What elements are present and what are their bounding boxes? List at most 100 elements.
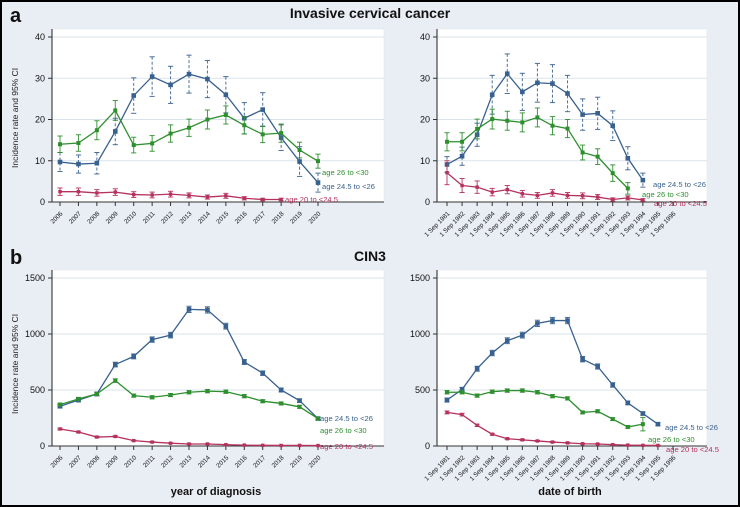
data-point [58,402,62,407]
data-point [505,437,509,441]
data-point [76,161,81,167]
data-point [625,400,631,406]
data-point [113,190,117,194]
data-point [565,318,570,323]
data-point [113,434,117,439]
plot-area [436,28,708,203]
data-point [626,443,630,447]
data-point [297,404,302,409]
x-tick-label: 2018 [271,210,286,225]
data-point [168,192,173,196]
data-point [550,394,555,399]
data-point [610,123,616,128]
data-point [595,364,600,369]
y-axis: 0 500 1000 1500 [25,270,53,451]
data-point [168,82,173,88]
data-point [149,74,155,79]
data-point [95,191,99,195]
data-point [595,111,600,116]
data-point [187,193,191,198]
legend-label-age-26-to-30: age 26 to <30 [642,190,689,199]
data-point [475,393,480,398]
data-point [261,443,265,448]
data-point [113,378,118,383]
data-point [187,442,191,446]
series-age-20-to-24.5 [57,427,321,448]
x-tick-label: 2019 [289,210,304,225]
data-point [205,389,210,394]
data-point [641,443,645,448]
data-point [242,394,247,399]
data-point [224,442,228,447]
data-point [610,382,616,388]
data-point [94,128,99,133]
data-point [489,350,495,356]
x-tick-label: 2013 [178,210,193,225]
data-point [475,185,479,189]
data-point [261,197,265,202]
data-point [640,422,645,427]
data-point [260,107,266,112]
x-tick-label: 2014 [197,454,212,469]
data-point [297,398,302,403]
data-point [550,191,555,195]
x-tick-label: 2016 [234,454,249,469]
x-tick-label: 2020 [307,210,322,225]
data-point [445,390,449,395]
data-point [490,389,495,394]
data-point [460,412,464,417]
data-point [223,112,228,117]
data-point [168,332,173,338]
data-point [580,356,585,362]
x-tick-label: 2016 [234,210,249,225]
legend-label-age-20-to-24.5: age 20 to <24.5 [285,195,338,204]
data-point [611,197,615,202]
data-point [187,125,191,130]
x-tick-label: 2012 [160,210,175,225]
data-point [260,399,265,404]
data-point [260,132,265,137]
x-tick-label: 2018 [271,454,286,469]
x-tick-label: 2009 [105,210,120,225]
data-point [131,143,136,148]
data-point [150,141,155,146]
data-point [520,438,525,442]
x-tick-label: 2015 [215,454,230,469]
data-point [595,154,600,159]
data-point [168,393,173,398]
y-axis: 0 10 20 30 40 [35,29,53,207]
data-point [565,396,570,401]
data-point [580,150,585,155]
data-point [186,71,192,77]
data-point [76,189,81,194]
y-tick-label: 1000 [25,329,45,339]
y-tick-label: 0 [40,197,45,207]
data-point [580,442,585,446]
legend-label-age-20-to-24.5: age 20 to <24.5 [666,445,719,454]
data-point [150,395,155,400]
data-point [655,421,661,427]
x-axis-title-date-of-birth: date of birth [538,486,602,498]
legend-label-age-24.5-to-26: age 24.5 to <26 [322,182,375,191]
data-point [315,180,321,185]
gridlines [52,36,384,162]
data-point [641,198,645,202]
data-point [475,423,479,427]
data-point [520,192,525,196]
y-tick-label: 20 [420,115,430,125]
series-age-20-to-24.5 [57,187,284,202]
data-point [94,160,100,166]
x-tick-label: 2009 [105,454,120,469]
data-point [131,93,137,98]
y-tick-label: 30 [35,73,45,83]
data-point [505,388,510,393]
y-tick-label: 1000 [410,329,430,339]
x-tick-label: 2006 [49,454,64,469]
data-point [150,193,154,197]
data-point [279,131,284,136]
